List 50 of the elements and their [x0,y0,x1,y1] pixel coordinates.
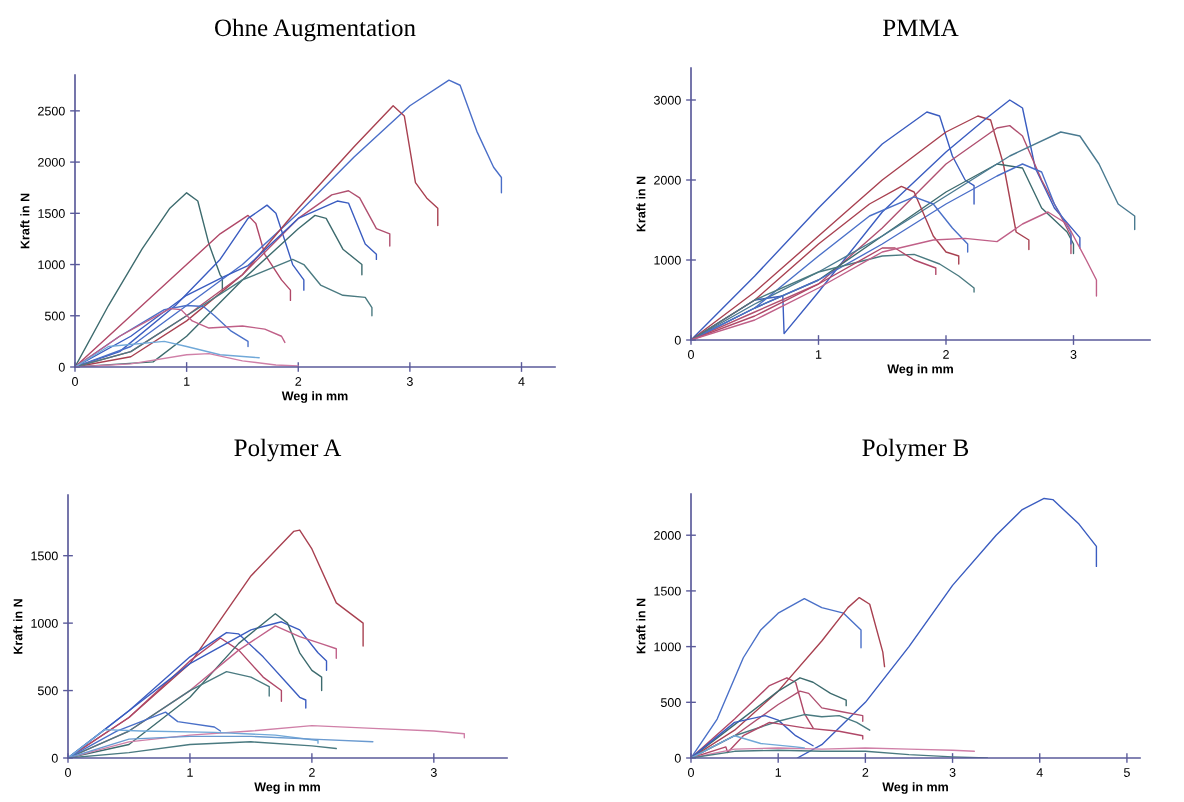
x-tick-label: 0 [72,377,78,386]
x-tick-label: 0 [688,768,694,777]
y-tick-label: 1000 [31,618,58,628]
chart-title: Polymer B [862,438,969,462]
x-axis-title: Weg in mm [887,364,953,376]
y-tick-label: 0 [674,335,681,345]
y-tick-label: 1000 [38,260,65,270]
y-axis-title: Kraft in N [636,598,646,654]
chart-title: Polymer A [234,438,342,462]
y-tick-label: 2000 [654,531,681,540]
y-tick-label: 2000 [654,175,681,185]
y-tick-label: 500 [37,686,58,696]
x-axis-title: Weg in mm [281,391,348,403]
y-axis-title: Kraft in N [13,599,23,654]
y-tick-label: 500 [44,311,65,321]
x-tick-label: 0 [65,768,71,777]
x-tick-label: 3 [949,768,956,777]
x-tick-label: 1 [815,350,822,359]
x-tick-label: 4 [1036,768,1043,777]
y-tick-label: 500 [660,698,681,707]
y-tick-label: 1500 [31,551,58,561]
y-tick-label: 3000 [653,95,681,105]
x-tick-label: 3 [406,377,413,386]
chart-title: Ohne Augmentation [215,18,416,42]
x-tick-label: 1 [184,377,190,386]
x-tick-label: 4 [518,377,525,386]
y-tick-label: 0 [674,753,681,763]
x-axis-title: Weg in mm [254,782,320,794]
x-tick-label: 2 [943,350,949,359]
x-tick-label: 0 [688,350,694,359]
y-tick-label: 1000 [654,642,681,652]
x-tick-label: 2 [862,768,869,777]
x-tick-label: 3 [1070,350,1077,359]
y-tick-label: 0 [58,362,65,372]
x-tick-label: 2 [309,768,315,777]
x-axis-title: Weg in mm [882,782,948,794]
y-tick-label: 1000 [654,255,681,265]
y-axis-title: Kraft in N [636,176,646,232]
y-tick-label: 1500 [38,209,65,218]
x-tick-label: 2 [295,377,302,386]
y-tick-label: 1500 [654,586,681,596]
chart-title: PMMA [883,19,959,37]
y-axis-title: Kraft in N [20,193,30,249]
x-tick-label: 1 [775,768,782,777]
y-tick-label: 0 [51,753,58,763]
x-tick-label: 1 [187,768,193,777]
y-tick-label: 2000 [38,157,65,167]
y-tick-label: 2500 [38,106,65,116]
x-tick-label: 5 [1123,768,1130,777]
x-tick-label: 3 [430,768,437,777]
